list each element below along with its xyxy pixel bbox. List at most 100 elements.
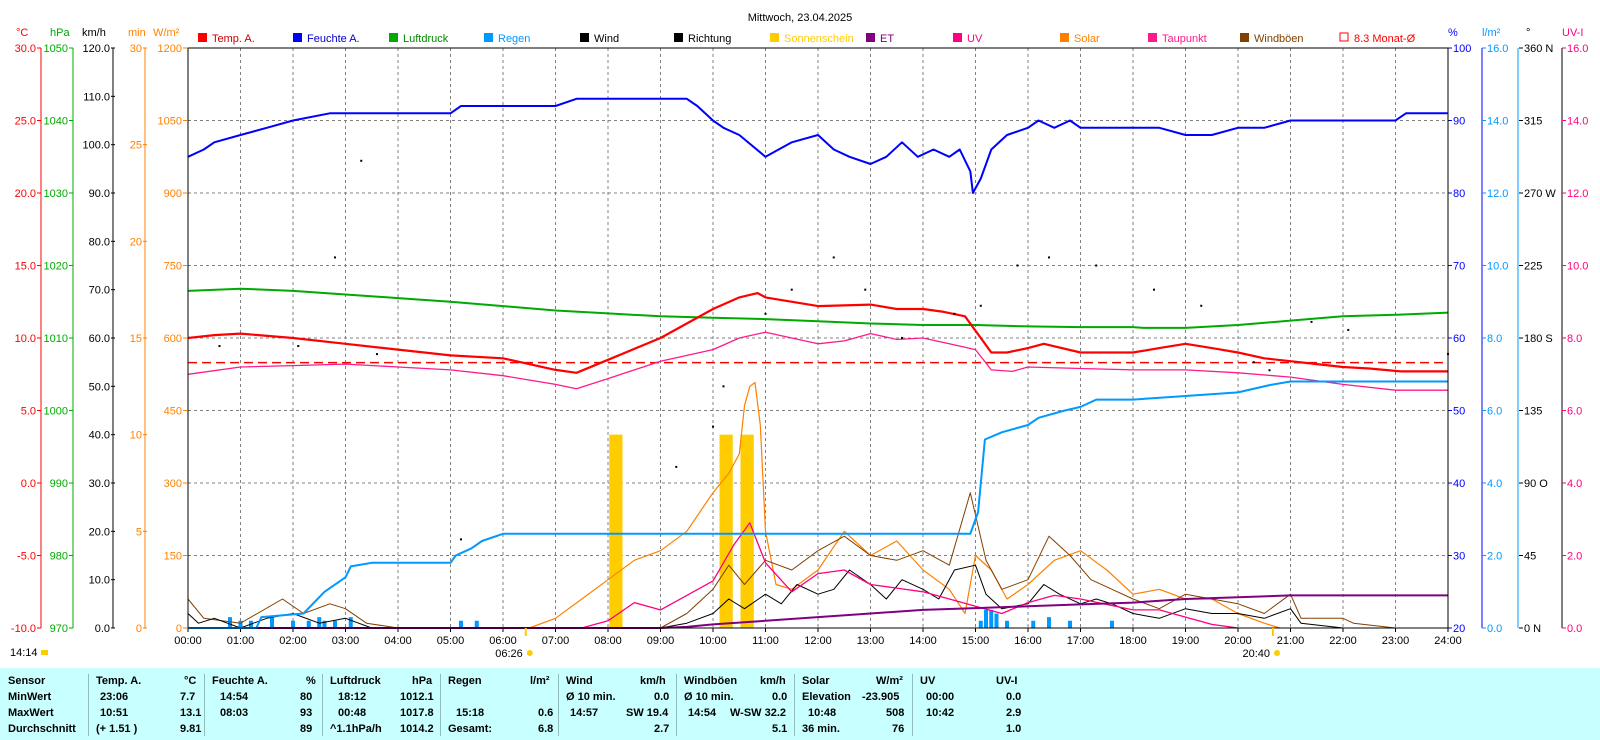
pressure-tick-label: 1040 <box>44 116 68 128</box>
wind-tick-label: 100.0 <box>82 140 110 152</box>
legend-swatch <box>953 33 962 42</box>
humidity-tick-label: 70 <box>1453 261 1465 273</box>
pressure-tick-label: 1020 <box>44 261 68 273</box>
wind-title: Wind <box>566 675 593 687</box>
sunset-label: 20:40 <box>1242 648 1270 660</box>
stats-panel: Sensor MinWert MaxWert Durchschnitt Temp… <box>0 668 1600 740</box>
wind-max-time: 14:57 <box>570 707 599 719</box>
legend-label: Luftdruck <box>403 33 449 45</box>
direction-tick-label: 225 <box>1524 261 1542 273</box>
wind-tick-label: 50.0 <box>89 381 110 393</box>
x-tick-label: 21:00 <box>1277 635 1305 647</box>
legend-swatch <box>1339 32 1349 42</box>
direction-point <box>790 288 793 291</box>
sunshine-bar <box>724 434 733 628</box>
temp-tick-label: 30.0 <box>15 43 36 55</box>
direction-tick-label: 360 N <box>1524 43 1553 55</box>
direction-point <box>712 425 714 428</box>
wind-min-val: 0.0 <box>654 691 670 703</box>
x-tick-label: 13:00 <box>857 635 885 647</box>
series-luftdruck <box>187 287 1449 329</box>
sunshine-tick-label: 10 <box>130 430 142 442</box>
solar-avg-val: 76 <box>892 723 905 735</box>
rain-bar <box>989 609 994 628</box>
sunshine-bar <box>719 434 728 628</box>
direction-tick-label: 45 <box>1524 551 1536 563</box>
legend-label: Windböen <box>1254 33 1304 45</box>
press-unit: hPa <box>412 675 433 687</box>
gust-max-val: W-SW 32.2 <box>730 707 787 719</box>
solar-tick-label: 450 <box>164 406 182 418</box>
rain-bar <box>474 620 479 628</box>
legend-swatch <box>770 33 779 42</box>
rain-bar <box>238 620 243 628</box>
legend-label: ET <box>880 33 894 45</box>
hum-max-time: 08:03 <box>220 707 249 719</box>
rain-bar <box>994 613 999 628</box>
humidity-unit-label: % <box>1448 27 1458 39</box>
uv-tick-label: 8.0 <box>1567 333 1582 345</box>
x-tick-label: 11:00 <box>752 635 779 647</box>
uv-tick-label: 2.0 <box>1567 551 1582 563</box>
rain-max-val: 0.6 <box>538 707 554 719</box>
uv-max-time: 10:42 <box>926 707 955 719</box>
rain-bar <box>459 620 463 628</box>
wind-tick-label: 40.0 <box>89 430 110 442</box>
rain-unit: l/m² <box>530 675 550 687</box>
sunshine-bar <box>740 434 749 628</box>
legend-swatch <box>1148 33 1157 42</box>
pressure-tick-label: 1030 <box>44 188 68 200</box>
wind-min-label: Ø 10 min. <box>566 691 616 703</box>
wind-tick-label: 80.0 <box>89 236 110 248</box>
rain-bar <box>291 620 295 628</box>
x-tick-label: 16:00 <box>1014 635 1042 647</box>
rain-total-label: Gesamt: <box>448 723 493 735</box>
temp-tick-label: -10.0 <box>11 623 36 635</box>
direction-point <box>1095 264 1098 267</box>
solar-unit-label: W/m² <box>153 27 180 39</box>
temp-title: Temp. A. <box>96 675 142 687</box>
hum-max-val: 93 <box>300 707 313 719</box>
temp-tick-label: 15.0 <box>15 261 36 273</box>
direction-point <box>764 312 767 315</box>
chart-title: Mittwoch, 23.04.2025 <box>748 12 853 24</box>
wind-avg-val: 2.7 <box>654 723 670 735</box>
uv-tick-label: 12.0 <box>1567 188 1588 200</box>
legend-swatch <box>198 33 207 42</box>
solar-min-val: -23.905 <box>862 691 900 703</box>
direction-point <box>1016 264 1019 267</box>
uv-tick-label: 16.0 <box>1567 43 1588 55</box>
legend-label: Taupunkt <box>1162 33 1207 45</box>
rain-unit-label: l/m² <box>1482 27 1501 39</box>
pressure-tick-label: 990 <box>50 478 68 490</box>
direction-point <box>460 538 462 541</box>
press-title: Luftdruck <box>330 675 381 687</box>
humidity-tick-label: 20 <box>1453 623 1465 635</box>
legend-label: UV <box>967 33 983 45</box>
grid <box>188 48 1448 628</box>
wind-unit-label: km/h <box>82 27 106 39</box>
legend-label: Regen <box>498 33 530 45</box>
wind-tick-label: 70.0 <box>89 285 110 297</box>
gust-unit: km/h <box>760 675 786 687</box>
x-tick-label: 19:00 <box>1172 635 1200 647</box>
direction-point <box>1048 256 1050 259</box>
humidity-tick-label: 30 <box>1453 551 1465 563</box>
direction-point <box>360 159 363 162</box>
legend-swatch <box>389 33 398 42</box>
sunrise-label: 06:26 <box>495 648 523 660</box>
press-min-val: 1012.1 <box>400 691 434 703</box>
pressure-tick-label: 1010 <box>44 333 68 345</box>
sunshine-tick-label: 25 <box>130 140 142 152</box>
wind-tick-label: 20.0 <box>89 526 110 538</box>
rain-bar <box>1068 620 1072 628</box>
right-axes: % l/m² ° UV-I 100 90 80 70 60 50 40 30 20 16.0 14.0 12.… <box>1448 27 1588 635</box>
series-feuchte-a <box>187 97 1448 194</box>
uv-tick-label: 4.0 <box>1567 478 1582 490</box>
bars <box>228 434 1114 628</box>
legend-label: Solar <box>1074 33 1100 45</box>
legend-label: 8.3 Monat-Ø <box>1354 33 1416 45</box>
rain-tick-label: 8.0 <box>1487 333 1502 345</box>
temp-avg-val: 9.81 <box>180 723 202 735</box>
uv-avg-val: 1.0 <box>1006 723 1022 735</box>
